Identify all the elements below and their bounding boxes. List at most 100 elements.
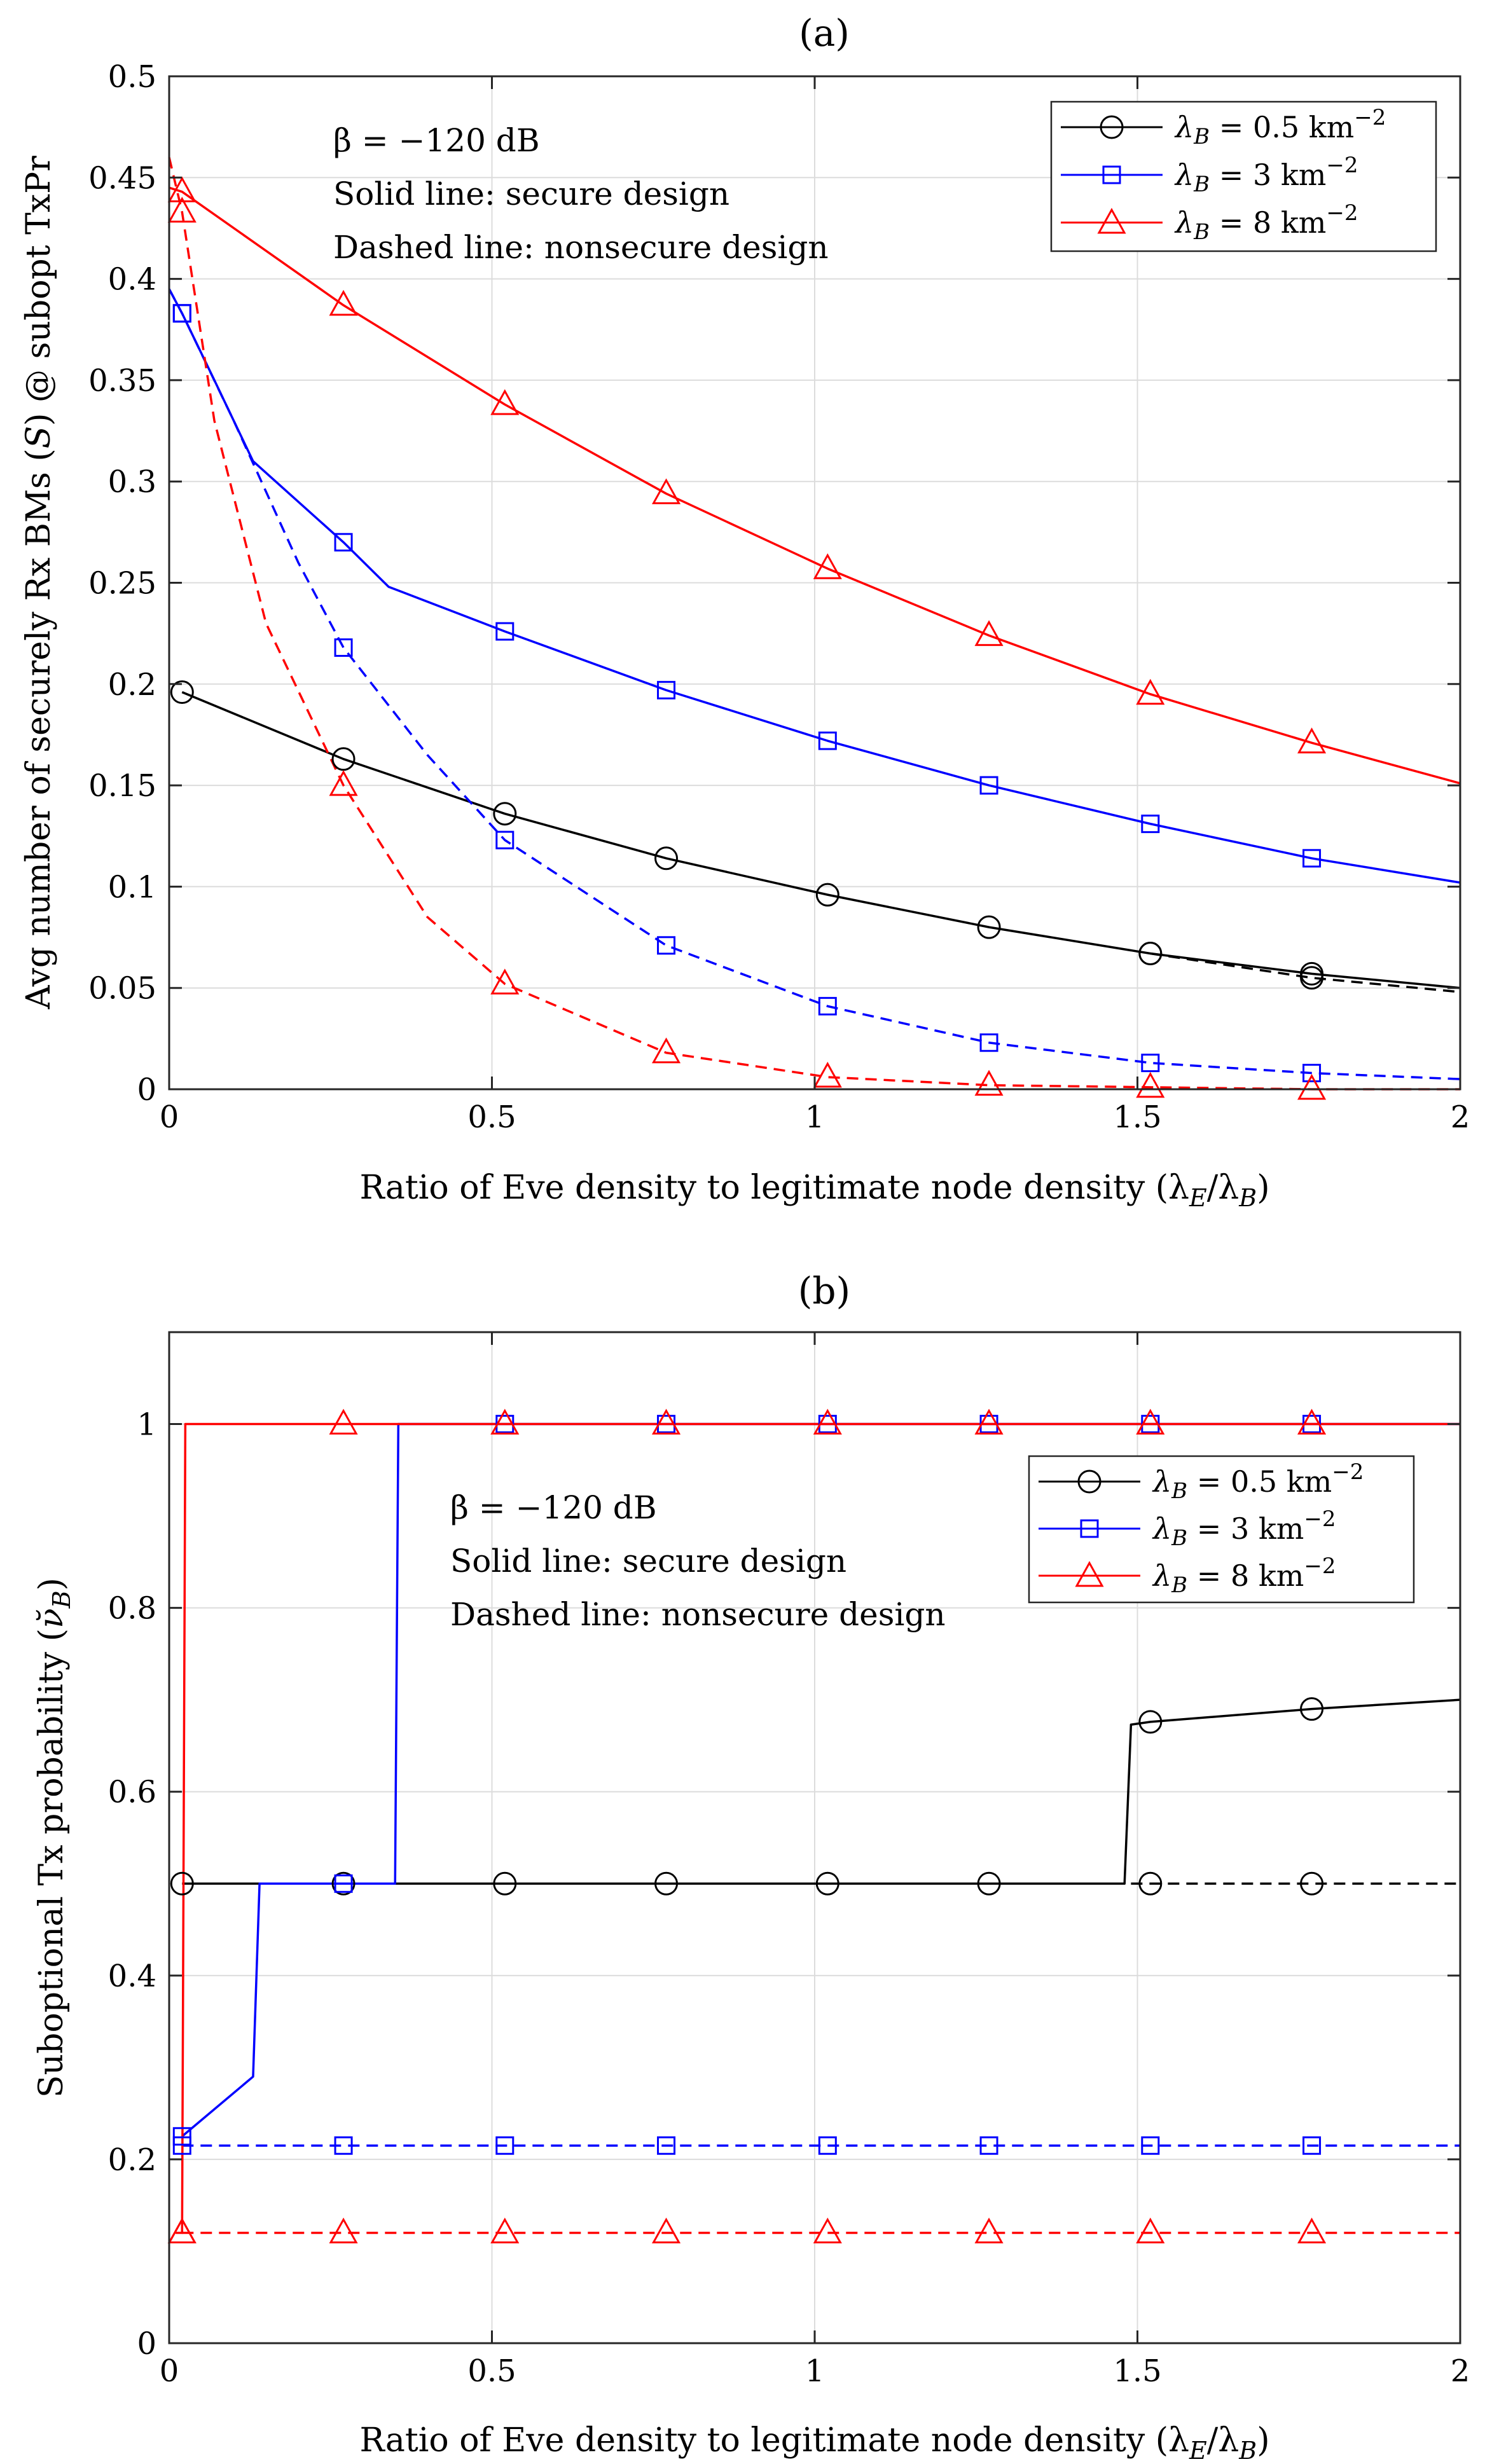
series-line bbox=[176, 1422, 1460, 2234]
panel-a-legend: λB = 0.5 km−2 λB = 3 km−2 λB = 8 km−2 bbox=[1050, 100, 1437, 252]
data-point-square bbox=[495, 622, 515, 641]
data-point-circle bbox=[1300, 1871, 1324, 1896]
y-tick-label: 0.3 bbox=[108, 464, 156, 500]
panel-b-legend-entry-black: λB = 0.5 km−2 bbox=[1039, 1459, 1364, 1504]
panel-a-series bbox=[168, 157, 1461, 1091]
triangle-marker-icon bbox=[1097, 207, 1126, 234]
panel-a-x-tick-labels: 0 0.5 1 1.5 2 bbox=[160, 1099, 1470, 1135]
x-tick-label: 0 bbox=[160, 1099, 179, 1135]
data-point-triangle bbox=[329, 1408, 358, 1435]
data-point-circle bbox=[1138, 942, 1163, 966]
data-point-square bbox=[1141, 815, 1160, 834]
x-tick-label: 0.5 bbox=[467, 1099, 516, 1135]
x-tick-label: 2 bbox=[1451, 2353, 1470, 2389]
data-point-triangle bbox=[490, 1408, 520, 1435]
panel-a-legend-entry-red: λB = 8 km−2 bbox=[1061, 200, 1358, 245]
data-point-square bbox=[1141, 2136, 1160, 2155]
data-point-square bbox=[818, 731, 837, 750]
data-point-square bbox=[172, 304, 191, 323]
data-point-circle bbox=[654, 846, 679, 871]
panel-b-chart: (b) 0 0.5 1 1.5 2 0 0.2 0.4 0.6 0.8 1 Ratio of Ev… bbox=[32, 1269, 1470, 2464]
y-tick-label: 1 bbox=[137, 1407, 156, 1443]
data-point-triangle bbox=[813, 1408, 842, 1435]
x-tick-label: 2 bbox=[1451, 1099, 1470, 1135]
panel-b-markers bbox=[167, 1408, 1327, 2244]
data-point-triangle bbox=[1297, 1408, 1327, 1435]
data-point-circle bbox=[170, 1871, 194, 1896]
data-point-triangle bbox=[1136, 1071, 1165, 1098]
panel-b-legend-label-blue: λB = 3 km−2 bbox=[1152, 1506, 1336, 1551]
panel-b-y-axis-label: Suboptional Tx probability (ν̆B) bbox=[32, 1578, 76, 2098]
panel-a-annotation-dashed: Dashed line: nonsecure design bbox=[333, 229, 829, 266]
data-point-circle bbox=[1300, 1697, 1324, 1721]
y-tick-label: 0.5 bbox=[108, 59, 156, 95]
panel-b-legend: λB = 0.5 km−2 λB = 3 km−2 λB = 8 km−2 bbox=[1028, 1455, 1415, 1604]
panel-a-markers bbox=[167, 176, 1327, 1100]
y-tick-label: 0.8 bbox=[108, 1591, 156, 1627]
data-point-triangle bbox=[490, 2217, 520, 2244]
data-point-triangle bbox=[490, 389, 520, 415]
data-point-triangle bbox=[813, 2217, 842, 2244]
data-point-square bbox=[979, 776, 998, 795]
data-point-triangle bbox=[652, 2217, 681, 2244]
series-line bbox=[1150, 952, 1461, 993]
x-tick-label: 1 bbox=[805, 1099, 825, 1135]
data-point-circle bbox=[1138, 1871, 1163, 1896]
data-point-triangle bbox=[1136, 1408, 1165, 1435]
data-point-square bbox=[657, 680, 676, 699]
data-point-triangle bbox=[1136, 678, 1165, 705]
data-point-triangle bbox=[813, 553, 842, 579]
series-line bbox=[182, 1698, 1461, 1885]
panel-b-legend-entry-blue: λB = 3 km−2 bbox=[1039, 1506, 1336, 1551]
panel-a-ticks bbox=[168, 75, 1461, 1091]
y-tick-label: 0 bbox=[137, 2326, 156, 2362]
data-point-square bbox=[657, 2136, 676, 2155]
data-point-triangle bbox=[167, 196, 197, 223]
x-tick-label: 1.5 bbox=[1113, 1099, 1161, 1135]
data-point-square bbox=[1141, 1054, 1160, 1073]
data-point-triangle bbox=[329, 2217, 358, 2244]
data-point-triangle bbox=[167, 176, 197, 203]
y-tick-label: 0.05 bbox=[88, 971, 156, 1007]
square-marker-icon bbox=[1080, 1519, 1099, 1538]
panel-a-legend-entry-blue: λB = 3 km−2 bbox=[1061, 153, 1358, 197]
panel-a-legend-label-blue: λB = 3 km−2 bbox=[1174, 153, 1358, 197]
panel-b-annotation-dashed: Dashed line: nonsecure design bbox=[450, 1596, 946, 1633]
x-tick-label: 1 bbox=[805, 2353, 825, 2389]
y-tick-label: 0.15 bbox=[88, 768, 156, 804]
data-point-triangle bbox=[1297, 2217, 1327, 2244]
data-point-circle bbox=[815, 883, 839, 907]
panel-a-y-axis-label: Avg number of securely Rx BMs (S) @ subo… bbox=[20, 156, 58, 1010]
y-tick-label: 0.1 bbox=[108, 869, 156, 905]
data-point-triangle bbox=[974, 2217, 1004, 2244]
panel-b-x-tick-labels: 0 0.5 1 1.5 2 bbox=[160, 2353, 1470, 2389]
series-line bbox=[168, 157, 1460, 1091]
data-point-square bbox=[818, 996, 837, 1015]
data-point-triangle bbox=[974, 620, 1004, 646]
y-tick-label: 0.35 bbox=[88, 363, 156, 399]
y-tick-label: 0.6 bbox=[108, 1775, 156, 1810]
panel-b-annotation-solid: Solid line: secure design bbox=[450, 1543, 846, 1580]
panel-b-x-axis-label: Ratio of Eve density to legitimate node … bbox=[360, 2421, 1270, 2464]
data-point-triangle bbox=[329, 770, 358, 796]
panel-a-y-tick-labels: 0 0.05 0.1 0.15 0.2 0.25 0.3 0.35 0.4 0.45 0.5 bbox=[88, 59, 156, 1108]
data-point-triangle bbox=[1297, 1073, 1327, 1100]
y-tick-label: 0.2 bbox=[108, 2142, 156, 2178]
y-tick-label: 0.4 bbox=[108, 1958, 156, 1994]
data-point-triangle bbox=[974, 1070, 1004, 1096]
panel-b-legend-entry-red: λB = 8 km−2 bbox=[1039, 1553, 1336, 1598]
series-line bbox=[169, 186, 1461, 785]
panel-a-legend-label-red: λB = 8 km−2 bbox=[1174, 200, 1358, 245]
data-point-triangle bbox=[1136, 2217, 1165, 2244]
panel-a-x-axis-label: Ratio of Eve density to legitimate node … bbox=[360, 1169, 1270, 1212]
panel-b-title: (b) bbox=[798, 1269, 850, 1312]
data-point-triangle bbox=[652, 1037, 681, 1064]
series-line bbox=[168, 288, 1461, 1080]
data-point-triangle bbox=[652, 478, 681, 504]
series-line bbox=[181, 691, 1461, 989]
panel-b-legend-label-black: λB = 0.5 km−2 bbox=[1152, 1459, 1364, 1504]
data-point-square bbox=[495, 830, 515, 850]
data-point-circle bbox=[1138, 1710, 1163, 1734]
data-point-circle bbox=[977, 1871, 1001, 1896]
